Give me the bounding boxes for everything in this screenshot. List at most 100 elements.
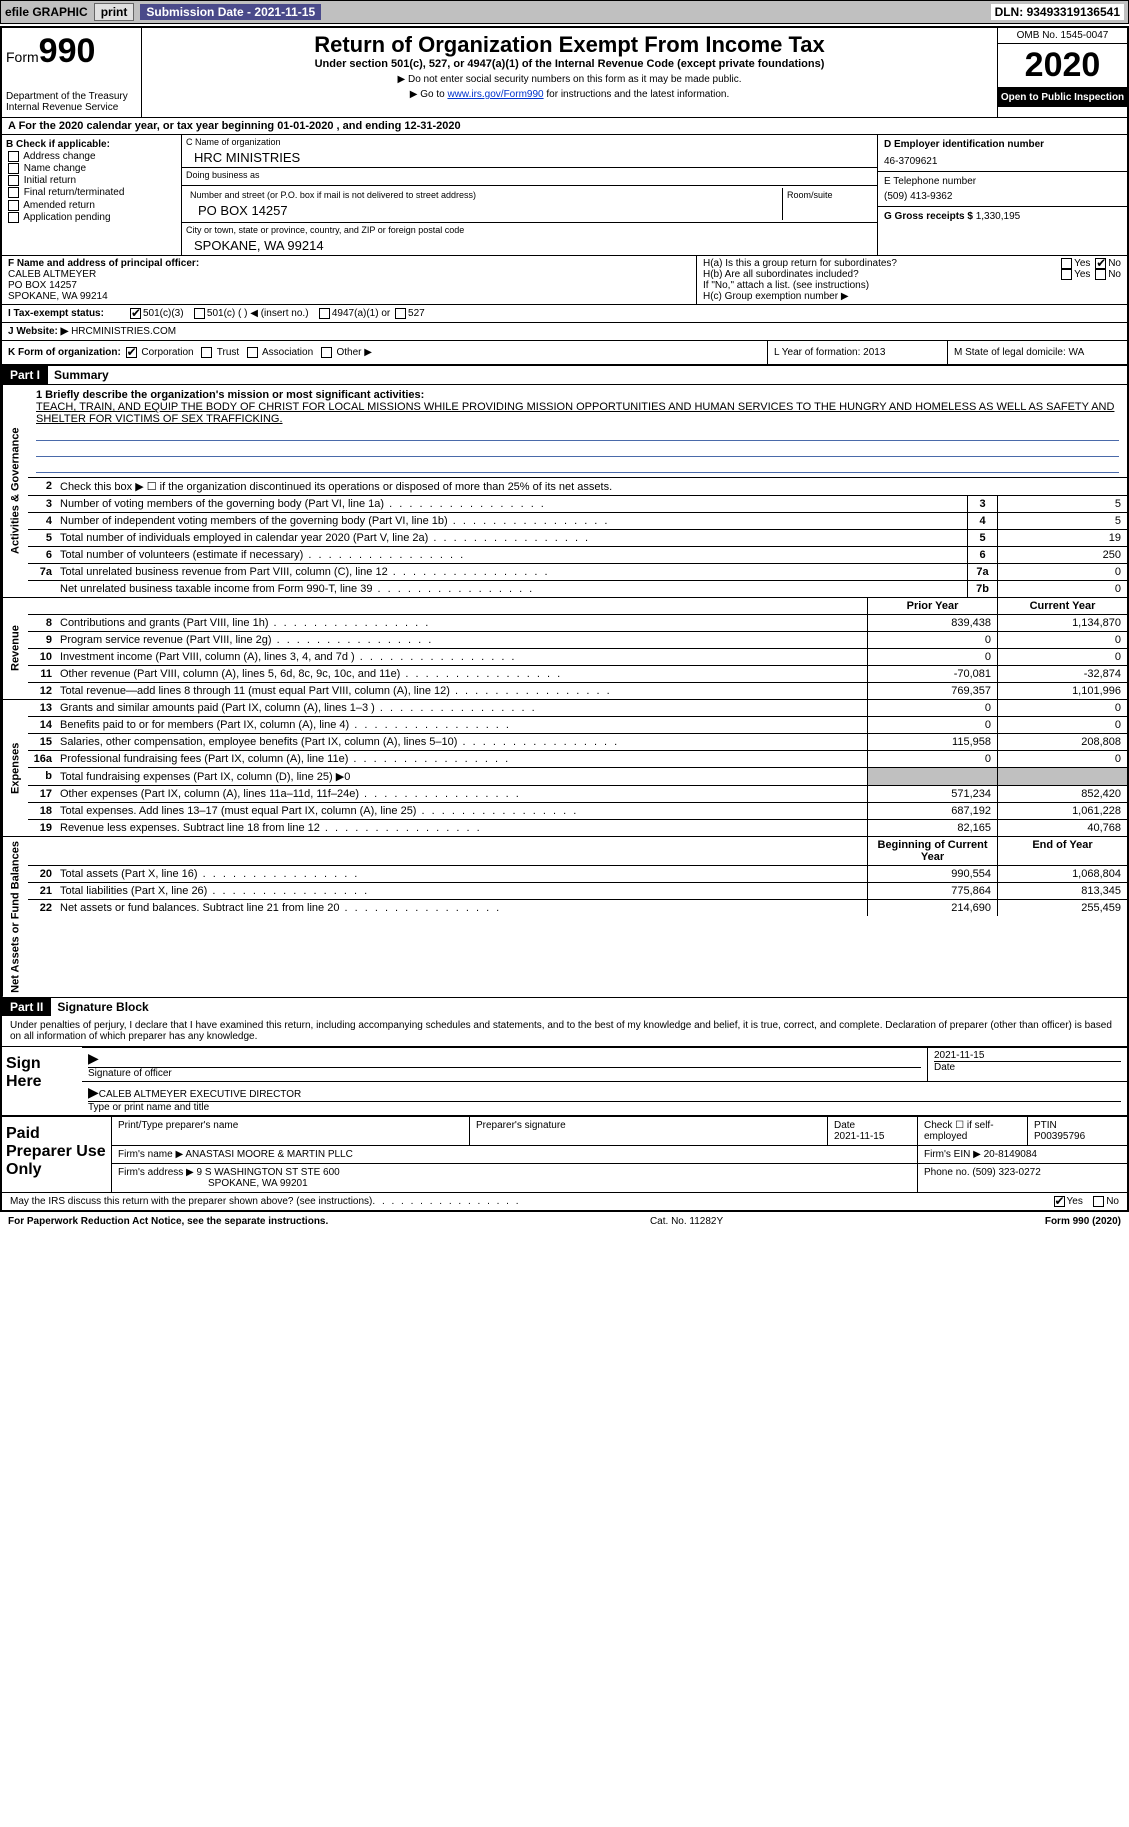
summary-line: 9Program service revenue (Part VIII, lin… (28, 631, 1127, 648)
part1-title: Summary (48, 366, 115, 384)
summary-line: 11Other revenue (Part VIII, column (A), … (28, 665, 1127, 682)
vtab-revenue: Revenue (2, 598, 28, 699)
chk-4947[interactable] (319, 308, 330, 319)
org-name: HRC MINISTRIES (186, 150, 873, 165)
sign-here-block: Sign Here ▶Signature of officer 2021-11-… (2, 1046, 1127, 1115)
irs-link[interactable]: www.irs.gov/Form990 (447, 89, 543, 100)
ha-yes[interactable] (1061, 258, 1072, 269)
ha-no[interactable] (1095, 258, 1106, 269)
discuss-no[interactable] (1093, 1196, 1104, 1207)
efile-top-bar: efile GRAPHIC print Submission Date - 20… (0, 0, 1129, 24)
year-formation: L Year of formation: 2013 (767, 341, 947, 364)
summary-governance: Activities & Governance 1 Briefly descri… (2, 384, 1127, 597)
summary-line: Net unrelated business taxable income fr… (28, 580, 1127, 597)
form-subtitle: Under section 501(c), 527, or 4947(a)(1)… (150, 58, 989, 70)
chk-amended[interactable]: Amended return (6, 200, 177, 211)
firm-ein: 20-8149084 (984, 1149, 1037, 1160)
summary-line: 16aProfessional fundraising fees (Part I… (28, 750, 1127, 767)
chk-address-change[interactable]: Address change (6, 151, 177, 162)
chk-initial-return[interactable]: Initial return (6, 175, 177, 186)
vtab-netassets: Net Assets or Fund Balances (2, 837, 28, 997)
note-link: ▶ Go to www.irs.gov/Form990 for instruct… (150, 89, 989, 100)
hb-yes[interactable] (1061, 269, 1072, 280)
summary-line: 14Benefits paid to or for members (Part … (28, 716, 1127, 733)
chk-app-pending[interactable]: Application pending (6, 212, 177, 223)
dln: DLN: 93493319136541 (991, 4, 1124, 20)
part2-header: Part II (2, 998, 51, 1016)
vtab-governance: Activities & Governance (2, 385, 28, 597)
officer-name: CALEB ALTMEYER (8, 269, 690, 280)
hb-no[interactable] (1095, 269, 1106, 280)
header-mid: Return of Organization Exempt From Incom… (142, 28, 997, 117)
vtab-expenses: Expenses (2, 700, 28, 836)
discuss-yes[interactable] (1054, 1196, 1065, 1207)
mission-text: TEACH, TRAIN, AND EQUIP THE BODY OF CHRI… (36, 401, 1119, 425)
org-city: SPOKANE, WA 99214 (186, 238, 873, 253)
header-left: Form990 Department of the Treasury Inter… (2, 28, 142, 117)
summary-line: 18Total expenses. Add lines 13–17 (must … (28, 802, 1127, 819)
summary-line: 3Number of voting members of the governi… (28, 495, 1127, 512)
chk-assoc[interactable] (247, 347, 258, 358)
omb-number: OMB No. 1545-0047 (998, 28, 1127, 44)
tax-year: 2020 (998, 44, 1127, 88)
summary-line: 20Total assets (Part X, line 16)990,5541… (28, 865, 1127, 882)
chk-527[interactable] (395, 308, 406, 319)
form-container: Form990 Department of the Treasury Inter… (0, 26, 1129, 1212)
chk-other[interactable] (321, 347, 332, 358)
row-j-website: J Website: ▶ HRCMINISTRIES.COM (2, 323, 1127, 341)
summary-line: bTotal fundraising expenses (Part IX, co… (28, 767, 1127, 785)
dept-label: Department of the Treasury Internal Reve… (6, 91, 137, 113)
efile-label: efile GRAPHIC (5, 5, 88, 19)
ein: 46-3709621 (884, 156, 1121, 167)
chk-name-change[interactable]: Name change (6, 163, 177, 174)
paid-preparer-block: Paid Preparer Use Only Print/Type prepar… (2, 1115, 1127, 1192)
row-k-lm: K Form of organization: Corporation Trus… (2, 341, 1127, 366)
form-title: Return of Organization Exempt From Incom… (150, 32, 989, 58)
public-inspection: Open to Public Inspection (998, 88, 1127, 107)
summary-line: 19Revenue less expenses. Subtract line 1… (28, 819, 1127, 836)
row-i-tax-status: I Tax-exempt status: 501(c)(3) 501(c) ( … (2, 305, 1127, 323)
chk-trust[interactable] (201, 347, 212, 358)
summary-line: 6Total number of volunteers (estimate if… (28, 546, 1127, 563)
irs-discuss-row: May the IRS discuss this return with the… (2, 1192, 1127, 1210)
summary-line: 7aTotal unrelated business revenue from … (28, 563, 1127, 580)
chk-501c3[interactable] (130, 308, 141, 319)
footer-line: For Paperwork Reduction Act Notice, see … (0, 1212, 1129, 1231)
chk-501c[interactable] (194, 308, 205, 319)
col-d-ein: D Employer identification number 46-3709… (877, 135, 1127, 255)
header-right: OMB No. 1545-0047 2020 Open to Public In… (997, 28, 1127, 117)
form-header: Form990 Department of the Treasury Inter… (2, 28, 1127, 118)
part1-header: Part I (2, 366, 48, 384)
ptin: P00395796 (1034, 1131, 1085, 1142)
col-b-checkboxes: B Check if applicable: Address change Na… (2, 135, 182, 255)
website: HRCMINISTRIES.COM (71, 326, 176, 337)
chk-final-return[interactable]: Final return/terminated (6, 187, 177, 198)
summary-line: 22Net assets or fund balances. Subtract … (28, 899, 1127, 916)
officer-printed: CALEB ALTMEYER EXECUTIVE DIRECTOR (99, 1089, 301, 1100)
org-address: PO BOX 14257 (190, 203, 778, 218)
summary-expenses: Expenses 13Grants and similar amounts pa… (2, 699, 1127, 836)
summary-line: 13Grants and similar amounts paid (Part … (28, 700, 1127, 716)
firm-name: ANASTASI MOORE & MARTIN PLLC (185, 1149, 352, 1160)
note-ssn: ▶ Do not enter social security numbers o… (150, 74, 989, 85)
row-a-tax-year: A For the 2020 calendar year, or tax yea… (2, 118, 1127, 135)
state-domicile: M State of legal domicile: WA (947, 341, 1127, 364)
col-c-org-info: C Name of organization HRC MINISTRIES Do… (182, 135, 877, 255)
summary-revenue: Revenue Prior Year Current Year 8Contrib… (2, 597, 1127, 699)
summary-netassets: Net Assets or Fund Balances Beginning of… (2, 836, 1127, 997)
summary-line: 10Investment income (Part VIII, column (… (28, 648, 1127, 665)
part2-title: Signature Block (51, 998, 154, 1016)
submission-date: Submission Date - 2021-11-15 (140, 4, 321, 20)
entity-grid: B Check if applicable: Address change Na… (2, 135, 1127, 256)
chk-corp[interactable] (126, 347, 137, 358)
print-button[interactable]: print (94, 3, 135, 21)
summary-line: 21Total liabilities (Part X, line 26)775… (28, 882, 1127, 899)
row-f-h: F Name and address of principal officer:… (2, 256, 1127, 305)
gross-receipts: 1,330,195 (976, 211, 1021, 222)
summary-line: 4Number of independent voting members of… (28, 512, 1127, 529)
summary-line: 15Salaries, other compensation, employee… (28, 733, 1127, 750)
summary-line: 8Contributions and grants (Part VIII, li… (28, 614, 1127, 631)
penalty-declaration: Under penalties of perjury, I declare th… (2, 1016, 1127, 1046)
summary-line: 5Total number of individuals employed in… (28, 529, 1127, 546)
summary-line: 12Total revenue—add lines 8 through 11 (… (28, 682, 1127, 699)
